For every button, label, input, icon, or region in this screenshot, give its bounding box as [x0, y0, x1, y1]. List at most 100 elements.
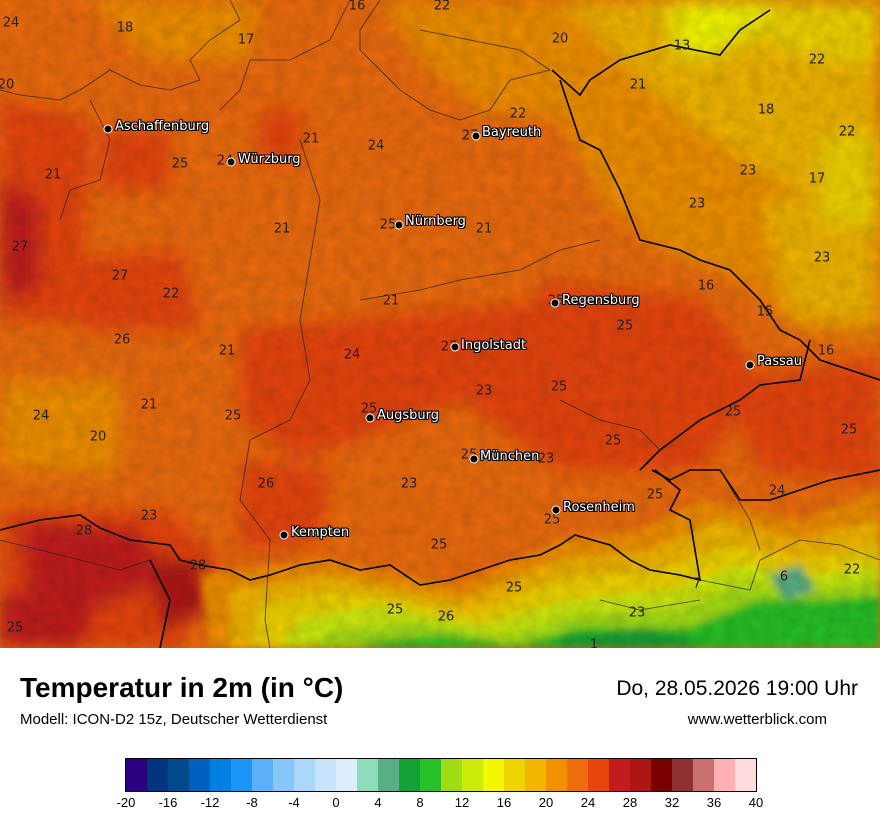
temp-label: 15: [756, 304, 774, 320]
colorbar-tick-label: 16: [496, 795, 512, 810]
temp-label: 18: [116, 20, 134, 36]
colorbar-tick-label: 20: [538, 795, 554, 810]
city-dot: [450, 342, 460, 352]
colorbar-swatch: [168, 759, 189, 791]
temp-label: 24: [343, 347, 361, 363]
website-link[interactable]: www.wetterblick.com: [687, 711, 827, 728]
temp-label: 21: [629, 77, 647, 93]
colorbar-swatch: [231, 759, 252, 791]
temp-label: 23: [140, 508, 158, 524]
temp-label: 21: [302, 131, 320, 147]
temp-label: 16: [697, 278, 715, 294]
colorbar-tick-label: 32: [664, 795, 680, 810]
temp-label: 22: [162, 286, 180, 302]
city-label-aschaffenburg: Aschaffenburg: [115, 118, 210, 134]
colorbar-swatch: [483, 759, 504, 791]
temp-label: 23: [688, 196, 706, 212]
temp-label: 21: [273, 221, 291, 237]
temp-label: 23: [475, 383, 493, 399]
city-label-augsburg: Augsburg: [377, 407, 440, 423]
colorbar-tick-label: -8: [246, 795, 258, 810]
temp-label: 25: [646, 487, 664, 503]
colorbar-swatch: [546, 759, 567, 791]
colorbar-swatch: [315, 759, 336, 791]
temp-label: 20: [551, 31, 569, 47]
temp-label: 27: [111, 268, 129, 284]
colorbar-swatch: [336, 759, 357, 791]
colorbar-swatch: [567, 759, 588, 791]
temp-label: 13: [673, 38, 691, 54]
city-dot: [469, 454, 479, 464]
temp-label: 1: [589, 637, 599, 649]
temp-label: 22: [838, 124, 856, 140]
colorbar-swatch: [399, 759, 420, 791]
temp-label: 21: [44, 167, 62, 183]
temp-label: 27: [11, 239, 29, 255]
colorbar-swatch: [252, 759, 273, 791]
colorbar-swatch: [525, 759, 546, 791]
temp-label: 16: [348, 0, 366, 14]
temp-label: 25: [840, 422, 858, 438]
colorbar-tick-label: 40: [748, 795, 764, 810]
temp-label: 25: [171, 156, 189, 172]
colorbar-swatch: [273, 759, 294, 791]
temp-label: 23: [400, 476, 418, 492]
city-label-wuerzburg: Würzburg: [238, 151, 301, 167]
colorbar-swatch: [630, 759, 651, 791]
city-label-rosenheim: Rosenheim: [563, 499, 635, 515]
temp-label: 22: [843, 562, 861, 578]
temp-label: 21: [382, 293, 400, 309]
city-label-kempten: Kempten: [291, 524, 350, 540]
colorbar-tick-label: 36: [706, 795, 722, 810]
colorbar-tick-label: 24: [580, 795, 596, 810]
colorbar-tick-label: -12: [200, 795, 220, 810]
temp-label: 6: [779, 569, 789, 585]
colorbar-swatch: [147, 759, 168, 791]
temp-label: 25: [430, 537, 448, 553]
colorbar-swatch: [210, 759, 231, 791]
temp-label: 23: [537, 451, 555, 467]
temp-label: 25: [616, 318, 634, 334]
temp-label: 17: [808, 171, 826, 187]
temp-label: 18: [757, 102, 775, 118]
colorbar-swatch: [651, 759, 672, 791]
colorbar-swatch: [609, 759, 630, 791]
temp-label: 16: [817, 343, 835, 359]
city-dot: [394, 220, 404, 230]
temp-label: 23: [813, 250, 831, 266]
city-label-nuernberg: Nürnberg: [405, 213, 466, 229]
city-label-bayreuth: Bayreuth: [482, 124, 542, 140]
temp-label: 24: [367, 138, 385, 154]
colorbar: [125, 758, 757, 792]
colorbar-swatch: [126, 759, 147, 791]
temp-label: 22: [433, 0, 451, 14]
model-info: Modell: ICON-D2 15z, Deutscher Wetterdie…: [20, 711, 328, 728]
colorbar-swatch: [357, 759, 378, 791]
city-dot: [279, 530, 289, 540]
colorbar-swatch: [420, 759, 441, 791]
city-dot: [471, 131, 481, 141]
city-label-muenchen: München: [480, 448, 540, 464]
temp-label: 17: [237, 32, 255, 48]
temp-label: 26: [257, 476, 275, 492]
temp-label: 25: [724, 404, 742, 420]
colorbar-swatch: [189, 759, 210, 791]
colorbar-tick-label: 8: [416, 795, 424, 810]
temp-label: 20: [89, 429, 107, 445]
temp-label: 21: [475, 221, 493, 237]
temp-label: 7: [692, 576, 702, 592]
city-dot: [745, 360, 755, 370]
temp-label: 25: [379, 217, 397, 233]
temp-label: 28: [189, 558, 207, 574]
temp-label: 25: [550, 379, 568, 395]
temp-label: 25: [604, 433, 622, 449]
forecast-datetime: Do, 28.05.2026 19:00 Uhr: [616, 677, 858, 700]
temp-label: 25: [224, 408, 242, 424]
city-dot: [551, 505, 561, 515]
colorbar-swatch: [735, 759, 756, 791]
temp-label: 28: [75, 523, 93, 539]
colorbar-swatch: [672, 759, 693, 791]
city-label-ingolstadt: Ingolstadt: [461, 337, 527, 353]
city-dot: [365, 413, 375, 423]
temp-label: 22: [509, 106, 527, 122]
